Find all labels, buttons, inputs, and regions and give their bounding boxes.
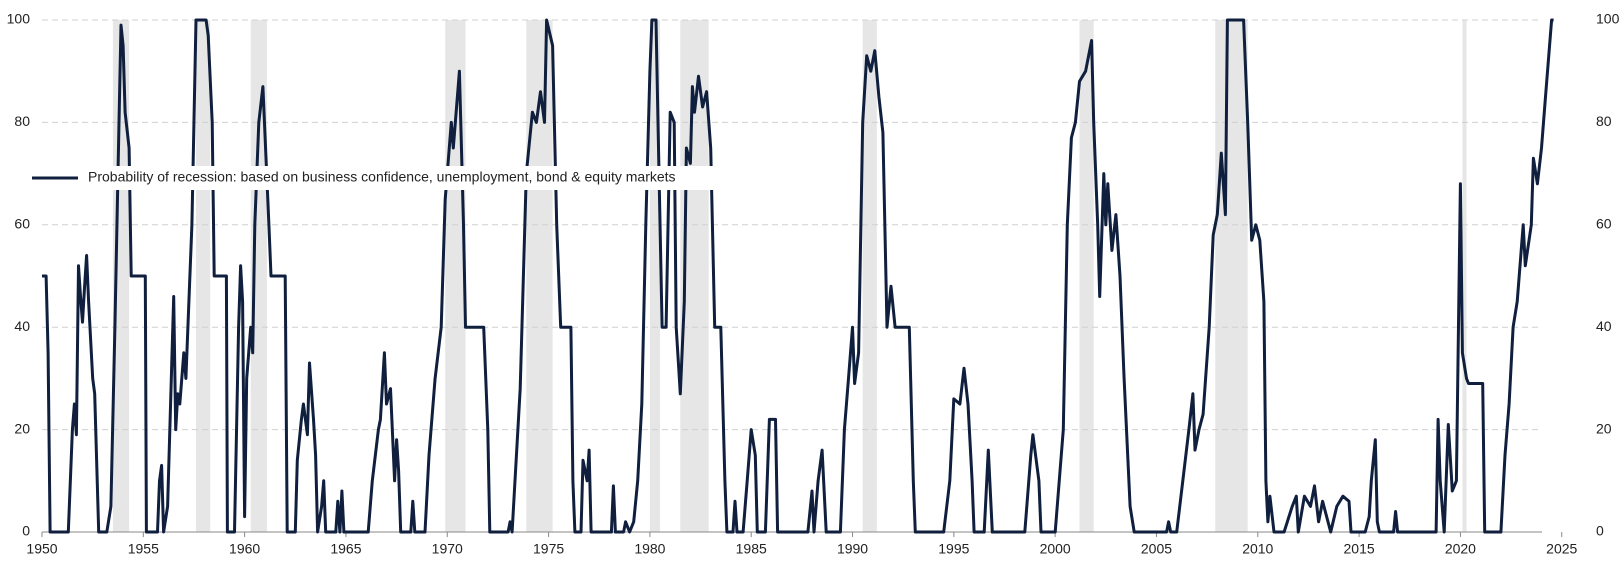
y2-tick-label: 40 — [1596, 318, 1612, 334]
x-tick-label: 1950 — [26, 541, 57, 557]
x-tick-label: 2005 — [1141, 541, 1172, 557]
x-tick-label: 2015 — [1344, 541, 1375, 557]
y2-tick-label: 100 — [1596, 11, 1620, 27]
recession-band — [445, 20, 466, 532]
x-tick-label: 1980 — [634, 541, 665, 557]
x-tick-label: 1985 — [736, 541, 767, 557]
recession-band — [1462, 20, 1467, 532]
x-tick-label: 1970 — [432, 541, 463, 557]
x-tick-label: 2025 — [1546, 541, 1577, 557]
recession-band — [196, 20, 211, 532]
x-tick-label: 1960 — [229, 541, 260, 557]
y-tick-label: 0 — [22, 523, 30, 539]
recession-band — [862, 20, 877, 532]
legend-label: Probability of recession: based on busin… — [88, 169, 676, 185]
y2-tick-label: 60 — [1596, 216, 1612, 232]
x-tick-label: 1975 — [533, 541, 564, 557]
y-tick-label: 80 — [14, 113, 30, 129]
x-tick-label: 1995 — [938, 541, 969, 557]
y2-tick-label: 80 — [1596, 113, 1612, 129]
x-tick-label: 1990 — [837, 541, 868, 557]
legend-box — [28, 166, 746, 190]
series-line — [42, 18, 1554, 534]
y-tick-label: 20 — [14, 420, 30, 436]
y-tick-label: 60 — [14, 216, 30, 232]
x-tick-label: 2000 — [1040, 541, 1071, 557]
x-tick-label: 2020 — [1445, 541, 1476, 557]
recession-band — [112, 20, 130, 532]
recession-band — [649, 20, 661, 532]
y2-tick-label: 20 — [1596, 420, 1612, 436]
recession-band — [1215, 20, 1248, 532]
recession-band — [250, 20, 267, 532]
y-tick-label: 100 — [7, 11, 31, 27]
y2-tick-label: 0 — [1596, 523, 1604, 539]
recession-band — [1079, 20, 1094, 532]
y-tick-label: 40 — [14, 318, 30, 334]
x-tick-label: 1965 — [330, 541, 361, 557]
x-tick-label: 2010 — [1242, 541, 1273, 557]
x-tick-label: 1955 — [128, 541, 159, 557]
